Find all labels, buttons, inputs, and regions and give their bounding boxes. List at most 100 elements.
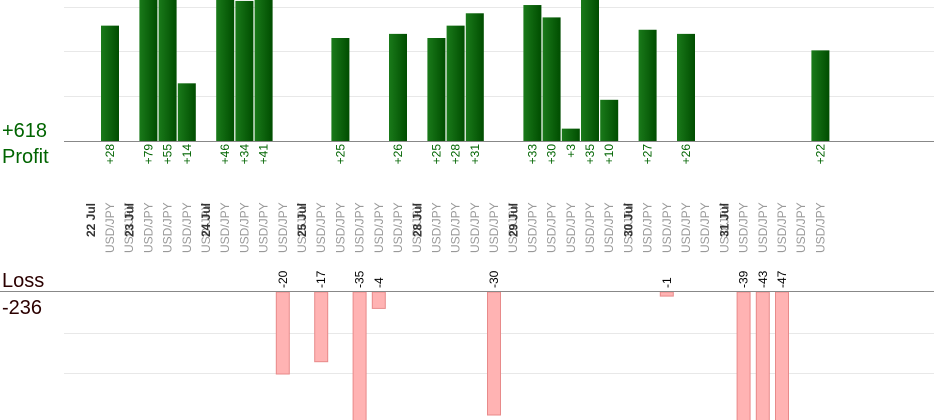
pair-label: USD/JPY (449, 202, 463, 253)
profit-bar (638, 29, 657, 141)
profit-bar (446, 25, 465, 141)
loss-bar (775, 291, 789, 420)
loss-value-label: -39 (737, 270, 751, 288)
pair-label: USD/JPY (180, 202, 194, 253)
pair-label: USD/JPY (199, 202, 213, 253)
profit-value-label: +14 (180, 144, 194, 165)
loss-bar (371, 291, 386, 309)
date-label: 29 Jul (506, 203, 520, 237)
pair-label: USD/JPY (775, 202, 789, 253)
pair-label: USD/JPY (487, 202, 501, 253)
pair-label: USD/JPY (353, 202, 367, 253)
profit-bar (427, 38, 446, 141)
pair-label: USD/JPY (737, 202, 751, 253)
profit-bar (677, 33, 695, 141)
pair-label: USD/JPY (161, 202, 175, 253)
profit-value-label: +30 (545, 144, 559, 165)
profit-bar (542, 17, 561, 141)
pair-label: USD/JPY (237, 202, 251, 253)
pair-label: USD/JPY (218, 202, 232, 253)
profit-value-label: +35 (583, 144, 597, 165)
date-label: 23 Jul (122, 203, 136, 237)
loss-bars (275, 291, 789, 420)
profit-value-label: +79 (141, 144, 155, 165)
profit-bar (235, 0, 254, 142)
pair-label: USD/JPY (122, 202, 136, 253)
profit-bar (331, 38, 350, 141)
pair-label: USD/JPY (679, 202, 693, 253)
loss-value-label: -47 (775, 270, 789, 288)
loss-value-label: -4 (372, 277, 386, 288)
loss-bar (314, 291, 329, 363)
profit-value-label: +33 (525, 144, 539, 165)
pair-label: USD/JPY (391, 202, 405, 253)
pair-label: USD/JPY (525, 202, 539, 253)
profit-value-label: +55 (161, 144, 175, 165)
pair-label: USD/JPY (410, 202, 424, 253)
profit-value-label: +31 (468, 144, 482, 165)
date-label: 30 Jul (622, 203, 636, 237)
profit-bar (254, 0, 273, 141)
profit-value-label: +41 (257, 144, 271, 165)
profit-bar (581, 0, 599, 141)
profit-value-label: +10 (602, 144, 616, 165)
profit-bars (101, 0, 830, 142)
profit-bar (465, 13, 484, 142)
loss-value-label: -1 (660, 277, 674, 288)
loss-bar (736, 291, 751, 420)
profit-value-label: +26 (391, 144, 405, 165)
profit-value-label: +46 (218, 144, 232, 165)
pair-label: USD/JPY (295, 202, 309, 253)
profit-bar (177, 83, 196, 141)
profit-bar (600, 99, 619, 141)
profit-bar (158, 0, 177, 141)
profit-value-label: +28 (103, 144, 117, 165)
profit-bar (139, 0, 158, 141)
date-label: 28 Jul (410, 203, 424, 237)
pair-label: USD/JPY (468, 202, 482, 253)
profit-value-label: +3 (564, 144, 578, 158)
date-label: 31 Jul (718, 203, 732, 237)
date-label: 22 Jul (84, 203, 98, 237)
pair-label: USD/JPY (602, 202, 616, 253)
loss-bar (659, 291, 674, 297)
profit-bar (811, 50, 830, 141)
pair-label: USD/JPY (276, 202, 290, 253)
profit-value-label: +27 (641, 144, 655, 165)
loss-value-label: -30 (487, 270, 501, 288)
pair-label: USD/JPY (717, 202, 731, 253)
profit-bar (523, 5, 542, 142)
profit-value-label: +22 (813, 144, 827, 165)
profit-bar (216, 0, 235, 141)
loss-bar (487, 291, 501, 416)
pair-label: USD/JPY (583, 202, 597, 253)
loss-bar (275, 291, 290, 375)
pair-label: USD/JPY (333, 202, 347, 253)
pair-label: USD/JPY (429, 202, 443, 253)
loss-total: -236 (2, 297, 42, 319)
pair-label: USD/JPY (698, 202, 712, 253)
date-label: 25 Jul (295, 203, 309, 237)
profit-bar (101, 25, 119, 141)
profit-bar (389, 33, 407, 141)
pair-label: USD/JPY (545, 202, 559, 253)
date-label: 24 Jul (199, 203, 213, 237)
loss-value-label: -43 (756, 270, 770, 288)
pair-label: USD/JPY (103, 202, 117, 253)
profit-value-label: +25 (333, 144, 347, 165)
pair-label: USD/JPY (372, 202, 386, 253)
loss-value-label: -17 (314, 270, 328, 288)
pair-label: USD/JPY (314, 202, 328, 253)
profit-value-label: +34 (237, 144, 251, 165)
pair-label: USD/JPY (564, 202, 578, 253)
pair-label: USD/JPY (794, 202, 808, 253)
pair-label: USD/JPY (660, 202, 674, 253)
profit-bar (561, 128, 580, 141)
pair-label: USD/JPY (813, 202, 827, 253)
loss-bar (352, 291, 367, 420)
pair-label: USD/JPY (621, 202, 635, 253)
profit-label: Profit (2, 146, 49, 168)
pair-label: USD/JPY (641, 202, 655, 253)
profit-total: +618 (2, 120, 47, 142)
